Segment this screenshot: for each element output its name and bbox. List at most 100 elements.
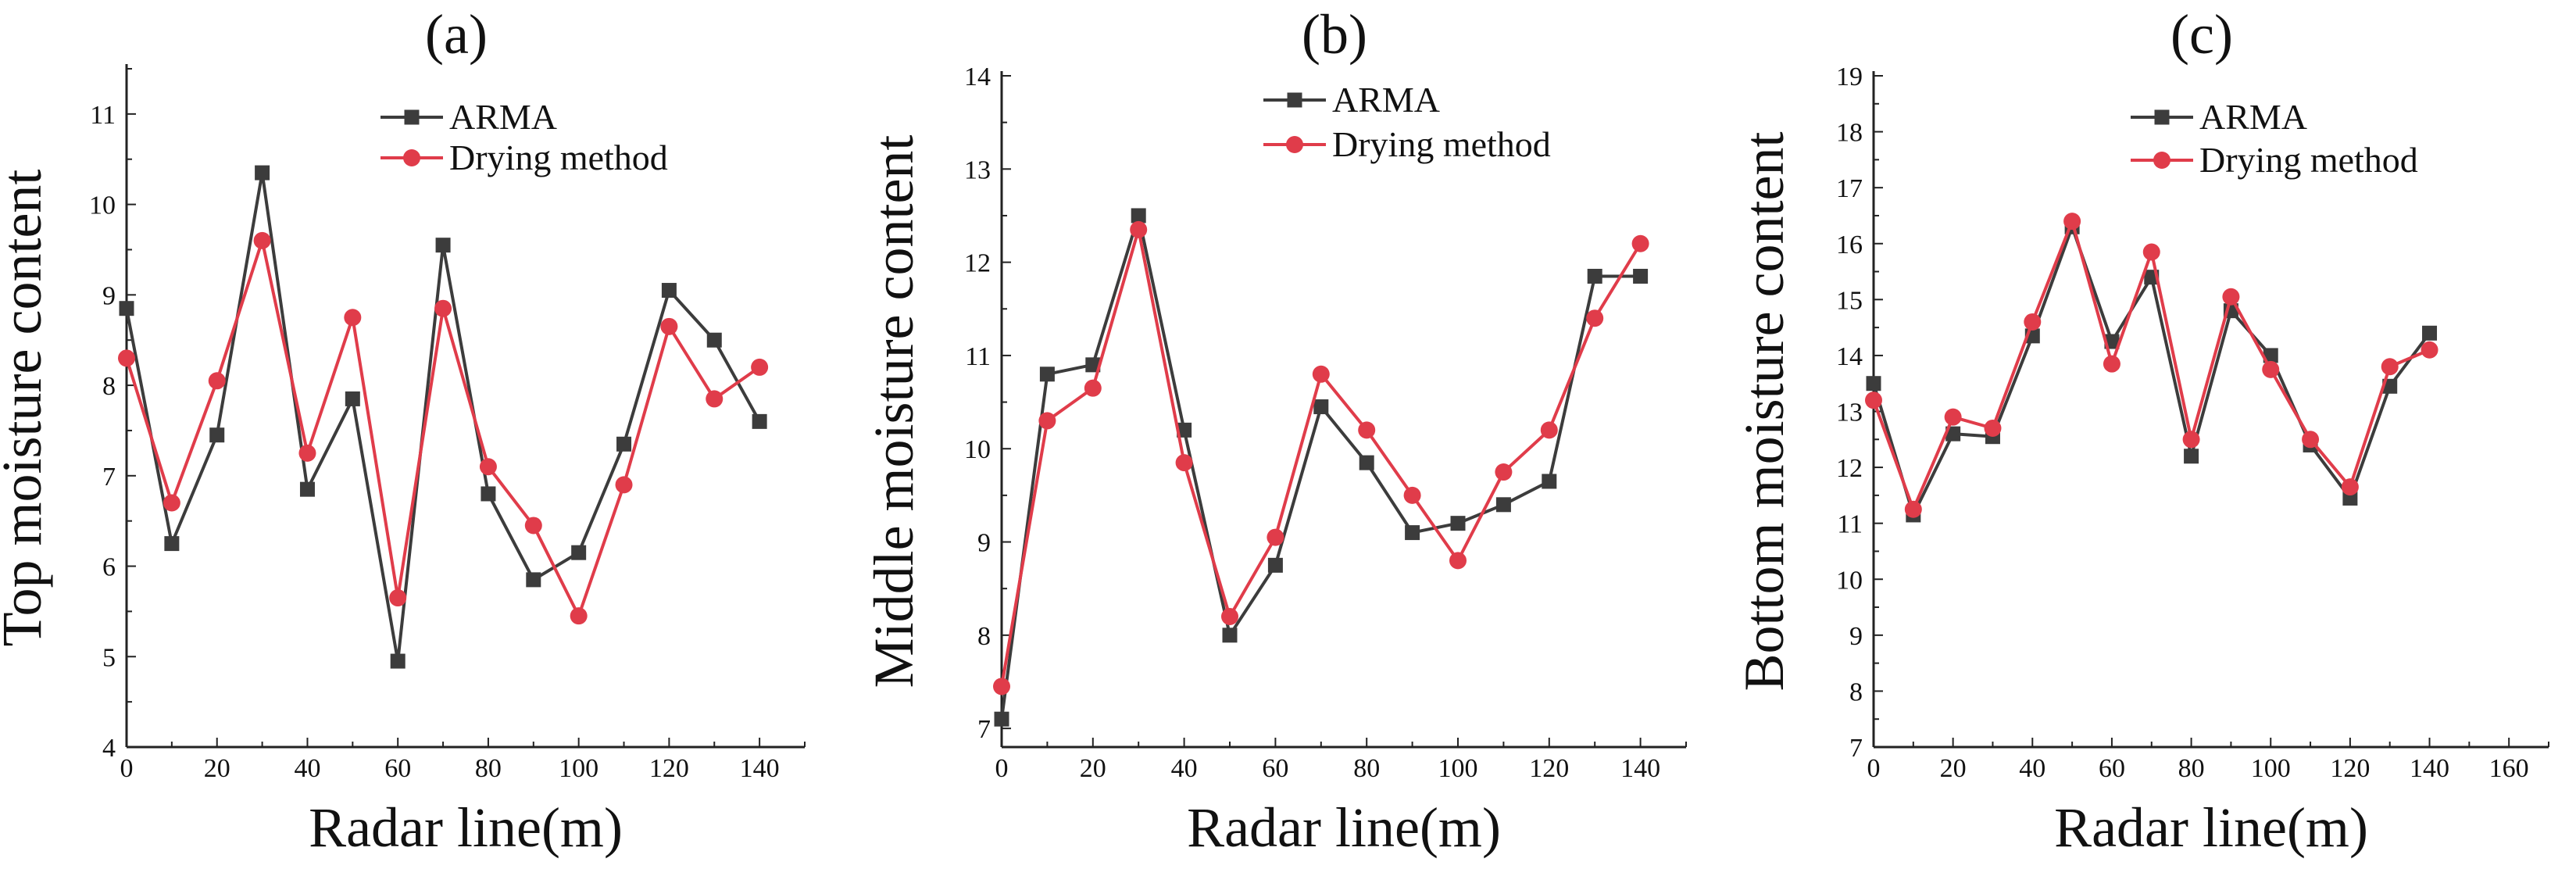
data-point-arma [2422,325,2438,341]
x-tick-label: 80 [1353,754,1380,783]
data-point-drying-method [706,390,723,408]
y-tick-label: 7 [102,463,116,492]
y-tick-label: 9 [1849,622,1863,651]
x-axis-title: Radar line(m) [309,796,623,859]
x-tick-label: 60 [2099,754,2125,783]
legend-marker [1287,92,1302,108]
panel-title: (c) [2170,3,2233,66]
y-tick-label: 7 [1849,734,1863,763]
y-tick-label: 14 [964,63,991,91]
x-tick-label: 60 [384,754,411,783]
data-point-arma [255,165,270,181]
data-point-arma [209,427,225,443]
data-point-drying-method [993,678,1010,695]
panel-a: 0 20 40 60 80 100 120 140 4 5 6 7 8 9 10 11 (a) Radar lin… [0,3,806,859]
y-tick-label: 14 [1836,342,1863,371]
y-tick-label: 10 [89,191,116,220]
data-point-arma [299,481,315,497]
x-tick-label: 80 [475,754,502,783]
legend-label: Drying method [2199,140,2418,180]
x-tick-label: 40 [1171,754,1198,783]
x-tick-label: 0 [1867,754,1881,783]
y-tick-label: 13 [1836,399,1863,427]
data-point-drying-method [344,309,362,327]
y-axis-title: Middle moisture content [863,135,925,688]
data-point-drying-method [1984,419,2002,437]
data-point-arma [1313,399,1329,415]
y-tick-label: 6 [102,553,116,582]
legend-label: ARMA [2199,97,2307,137]
data-point-drying-method [298,444,316,462]
data-point-drying-method [1130,220,1148,238]
y-tick-label: 11 [965,342,991,371]
x-tick-label: 100 [559,754,598,783]
data-point-drying-method [2063,213,2081,231]
data-point-arma [571,545,587,560]
data-point-drying-method [163,494,180,512]
y-tick-label: 10 [964,435,991,464]
data-point-drying-method [479,458,497,476]
y-tick-label: 15 [1836,286,1863,315]
data-point-arma [994,711,1009,727]
series-line-arma [1000,213,1641,720]
x-tick-label: 20 [204,754,230,783]
legend-label: ARMA [1332,80,1440,120]
data-point-drying-method [660,317,678,335]
data-point-drying-method [1944,408,1962,426]
data-point-arma [481,486,496,502]
series-line-drying-method [1000,227,1642,687]
data-point-drying-method [389,589,407,607]
data-point-drying-method [1403,486,1421,504]
x-tick-label: 100 [2251,754,2291,783]
data-point-drying-method [615,476,633,494]
data-point-arma [1039,366,1055,382]
y-tick-label: 19 [1836,63,1863,91]
x-tick-label: 120 [1529,754,1569,783]
data-point-arma [390,653,406,669]
y-tick-label: 8 [102,372,116,401]
data-point-drying-method [2381,358,2399,376]
x-tick-label: 140 [1620,754,1660,783]
x-tick-label: 20 [1940,754,1967,783]
y-tick-label: 7 [977,715,991,744]
legend-marker [1286,136,1303,153]
y-axis-title: Top moisture content [0,170,53,647]
y-axis-title: Bottom moisture content [1733,132,1795,692]
data-point-drying-method [1175,454,1193,472]
y-tick-label: 12 [1836,454,1863,483]
y-tick-label: 9 [102,281,116,310]
data-point-drying-method [1221,607,1238,625]
data-point-drying-method [2182,431,2200,449]
data-point-drying-method [524,517,542,535]
data-point-drying-method [2222,288,2240,306]
data-point-arma [1085,357,1101,373]
data-point-arma [2184,449,2199,464]
legend-marker [2154,109,2170,125]
data-point-drying-method [253,231,271,249]
y-tick-label: 13 [964,156,991,184]
x-tick-label: 140 [740,754,780,783]
data-point-drying-method [570,607,588,625]
data-point-drying-method [1084,379,1102,397]
legend-marker [2153,152,2170,169]
data-point-drying-method [118,349,135,367]
data-point-drying-method [2142,243,2160,261]
x-tick-label: 60 [1262,754,1288,783]
series-line-drying-method [1872,220,2431,511]
data-point-arma [526,572,541,588]
x-tick-label: 160 [2489,754,2529,783]
x-tick-label: 120 [649,754,689,783]
panel-c: 0 20 40 60 80 100 120 140 160 7 8 9 10 11 12 13 14 15 16 17… [1733,3,2549,859]
data-point-arma [1222,628,1238,643]
data-point-arma [2263,348,2278,363]
data-point-arma [1405,525,1420,541]
data-point-arma [1359,455,1374,470]
data-point-drying-method [2421,341,2438,359]
panel-title: (b) [1302,3,1367,66]
data-point-drying-method [1312,365,1330,383]
y-tick-label: 4 [102,734,116,763]
data-point-drying-method [1865,392,1882,409]
y-tick-label: 10 [1836,566,1863,595]
data-point-arma [1542,474,1557,489]
